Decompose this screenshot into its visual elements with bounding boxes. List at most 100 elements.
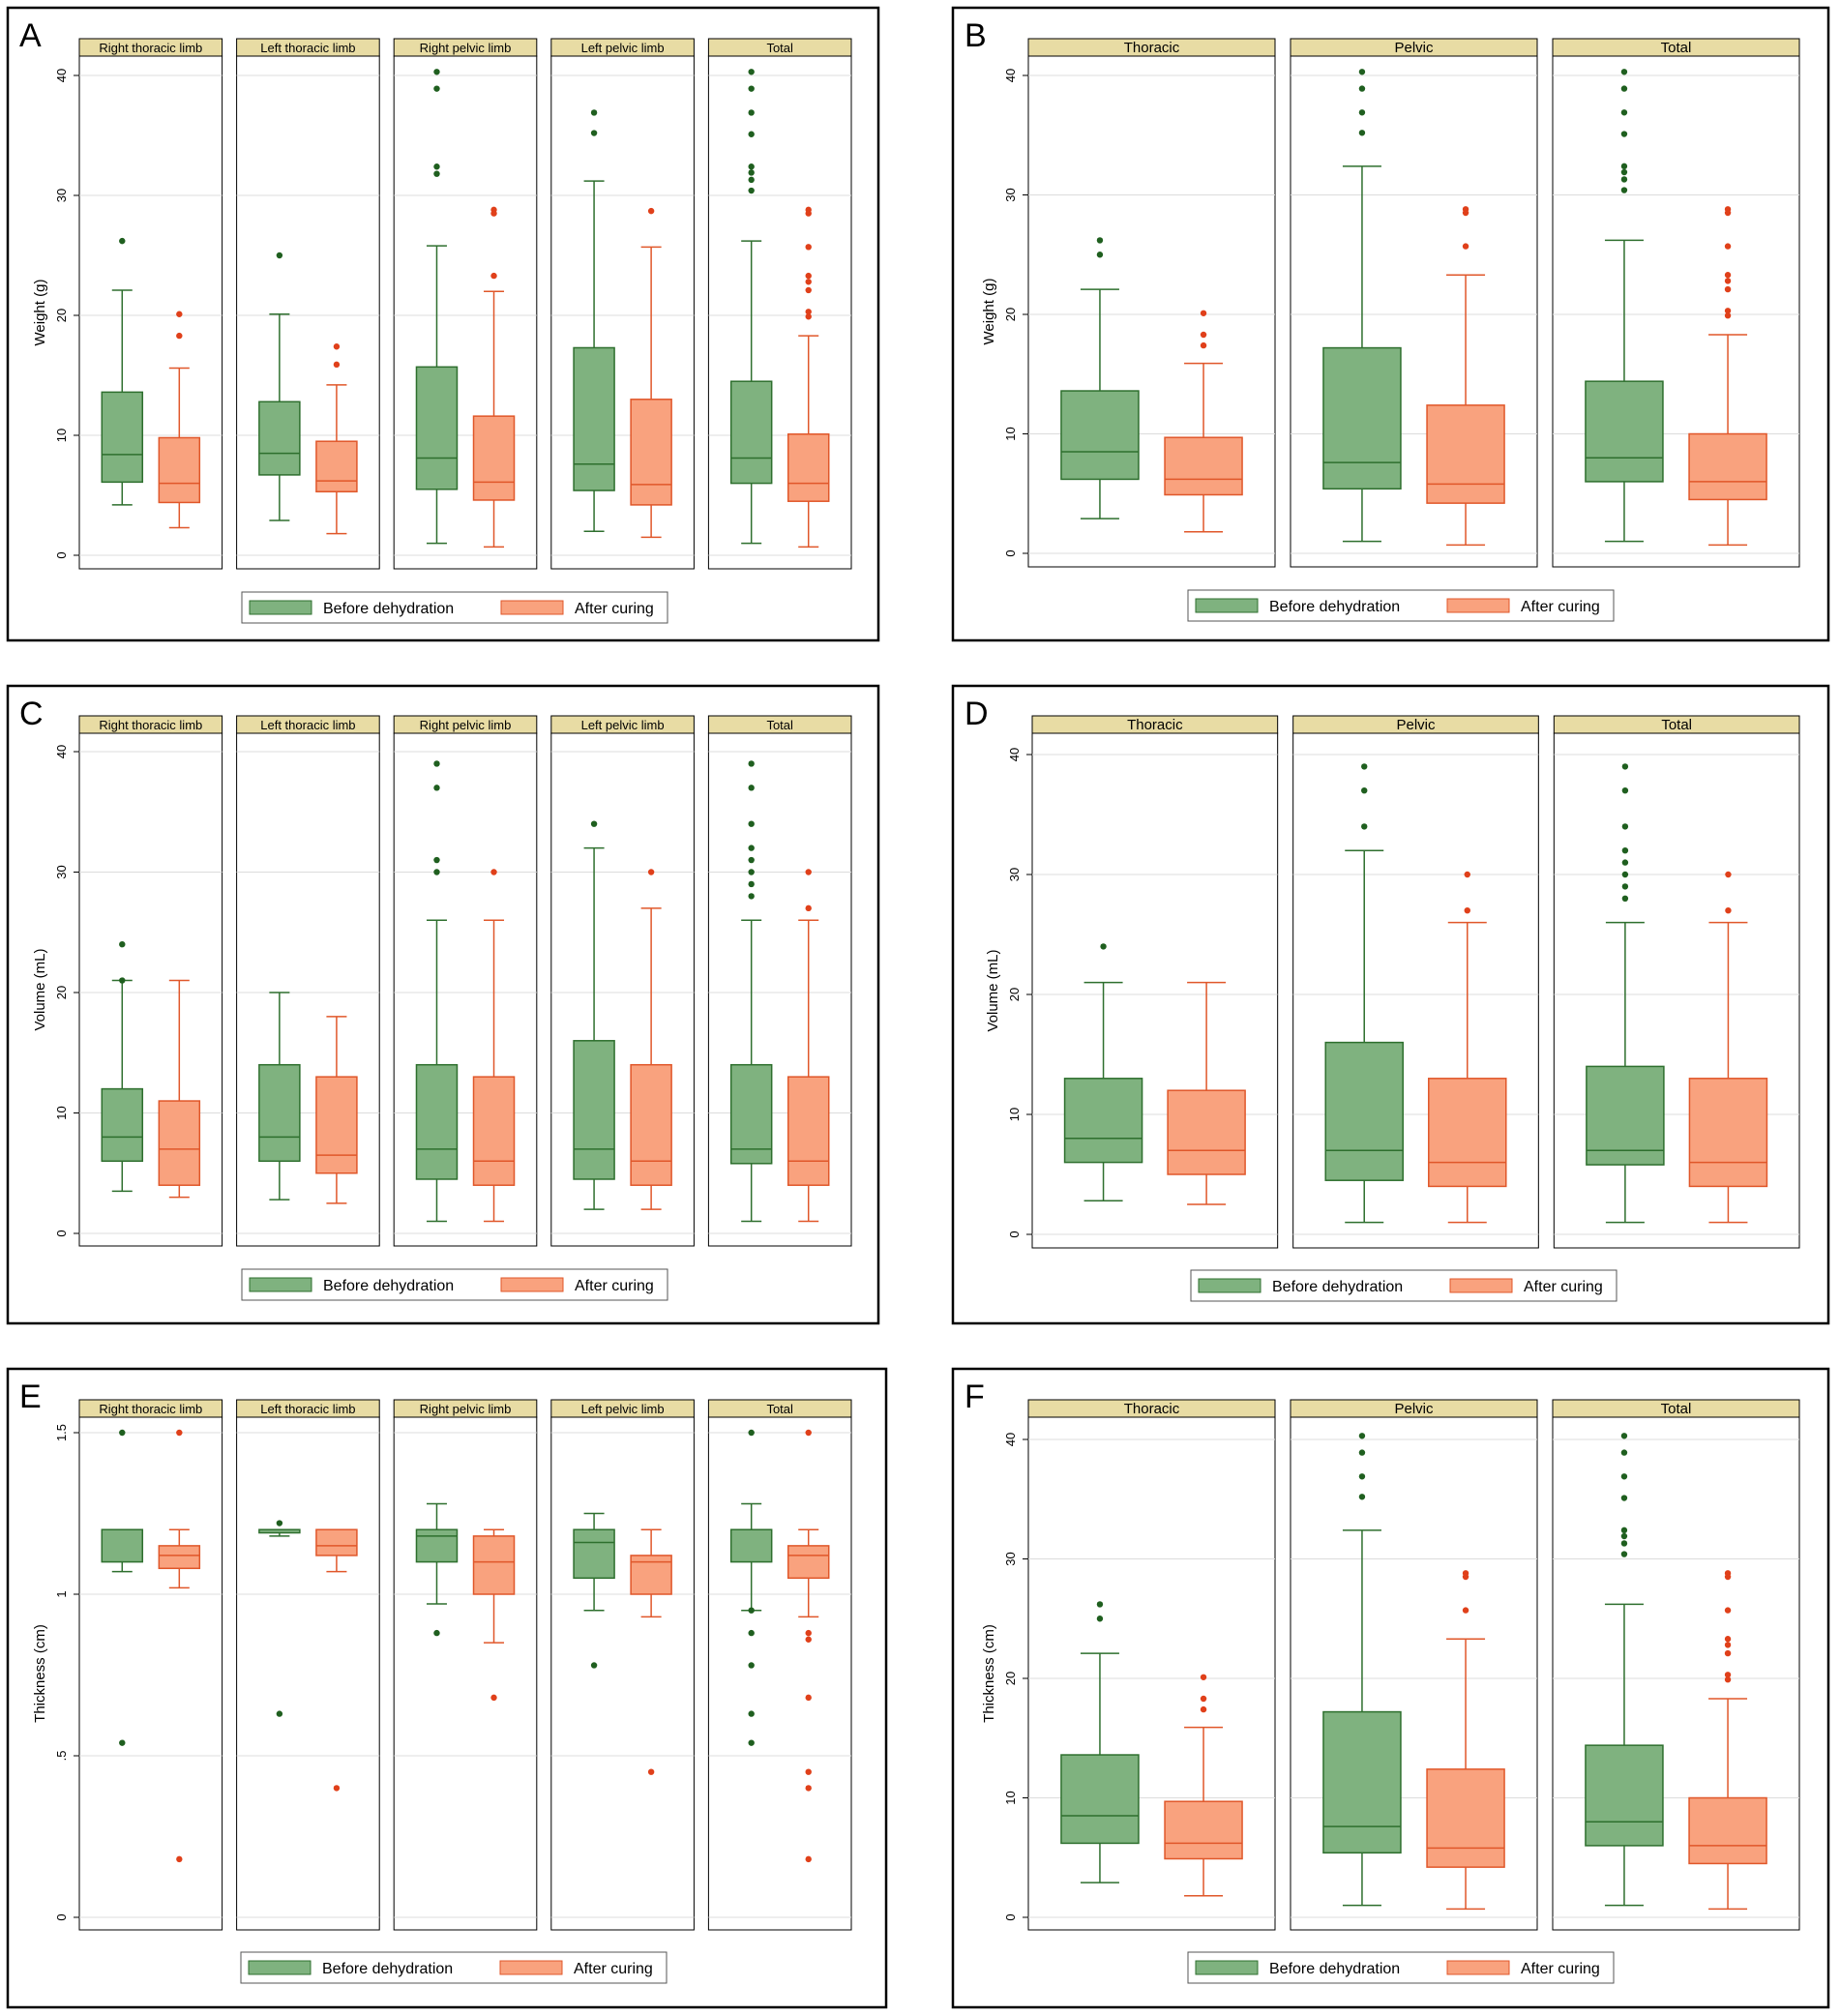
plot-area xyxy=(236,732,380,1247)
outlier-point xyxy=(1724,1607,1732,1614)
y-axis: 0 10 20 30 40 xyxy=(1007,748,1032,1238)
legend-swatch-before xyxy=(249,600,312,615)
outlier-point xyxy=(805,1636,812,1643)
y-tick-label: 0 xyxy=(54,1230,69,1236)
y-tick-label: 40 xyxy=(54,69,69,82)
outlier-point xyxy=(748,1739,755,1746)
outlier-point xyxy=(805,1768,812,1775)
before-box xyxy=(573,109,615,532)
plot-area xyxy=(707,55,852,570)
outlier-point xyxy=(748,69,755,75)
outlier-point xyxy=(748,1662,755,1669)
outlier-point xyxy=(176,1429,183,1437)
outlier-point xyxy=(1200,1705,1207,1713)
outlier-point xyxy=(1620,1551,1628,1557)
legend-label-before: Before dehydration xyxy=(322,1961,453,1977)
facet-panel: Right pelvic limb xyxy=(393,38,538,570)
outlier-point xyxy=(748,176,755,184)
facet-strip-label: Right pelvic limb xyxy=(420,41,512,55)
outlier-point xyxy=(1620,1532,1628,1540)
y-tick-label: 0 xyxy=(1003,1913,1018,1920)
outlier-point xyxy=(119,1429,126,1437)
iqr-box xyxy=(1324,1041,1404,1181)
outlier-point xyxy=(805,869,812,875)
after-box xyxy=(1426,1570,1505,1911)
outlier-point xyxy=(1200,341,1207,349)
outlier-point xyxy=(805,272,812,280)
facet-panel: Right thoracic limb xyxy=(78,1399,223,1931)
iqr-box xyxy=(786,1545,830,1580)
y-tick-label: 0 xyxy=(1007,1230,1022,1237)
outlier-point xyxy=(490,272,497,280)
outlier-point xyxy=(1620,1449,1628,1456)
iqr-box xyxy=(1060,1754,1140,1845)
after-box xyxy=(158,979,201,1199)
plot-area xyxy=(550,1416,695,1931)
after-box xyxy=(472,869,516,1223)
y-tick-label: 0 xyxy=(1003,549,1018,556)
plot-area xyxy=(393,732,538,1247)
iqr-box xyxy=(729,1063,773,1165)
outlier-point xyxy=(805,1629,812,1637)
outlier-point xyxy=(1724,1570,1732,1577)
outlier-point xyxy=(1724,312,1732,319)
outlier-point xyxy=(748,856,755,864)
legend: Before dehydration After curing xyxy=(1190,1269,1617,1302)
facet-strip-label: Left pelvic limb xyxy=(581,41,665,55)
iqr-box xyxy=(472,1535,516,1595)
outlier-point xyxy=(1724,1642,1732,1648)
outlier-point xyxy=(276,1520,283,1527)
outlier-point xyxy=(1724,272,1732,279)
facet-strip-label: Pelvic xyxy=(1396,717,1436,733)
before-box xyxy=(1585,1433,1664,1907)
outlier-point xyxy=(647,1768,655,1775)
iqr-box xyxy=(158,1545,201,1570)
y-tick-label: 20 xyxy=(54,309,69,322)
after-box xyxy=(630,869,672,1210)
outlier-point xyxy=(433,869,440,875)
plot-area xyxy=(78,55,223,570)
outlier-point xyxy=(805,279,812,285)
outlier-point xyxy=(805,313,812,320)
outlier-point xyxy=(1200,1695,1207,1703)
outlier-point xyxy=(748,1710,755,1717)
y-axis: 0 10 20 30 40 xyxy=(54,69,79,559)
facet-strip-label: Total xyxy=(766,41,793,55)
outlier-point xyxy=(805,1785,812,1792)
iqr-box xyxy=(315,1076,358,1174)
outlier-point xyxy=(1724,1636,1732,1643)
outlier-point xyxy=(1462,1570,1469,1577)
iqr-box xyxy=(1164,1800,1243,1860)
after-box xyxy=(1688,1570,1767,1911)
before-box xyxy=(258,1520,301,1717)
outlier-point xyxy=(333,1785,341,1792)
outlier-point xyxy=(1620,163,1628,170)
outlier-point xyxy=(1621,883,1629,890)
outlier-point xyxy=(748,163,755,170)
outlier-point xyxy=(647,869,655,875)
legend-label-before: Before dehydration xyxy=(1269,599,1400,615)
after-box xyxy=(315,1528,358,1792)
y-axis: 0 10 20 30 40 xyxy=(54,745,79,1237)
legend-swatch-after xyxy=(499,1960,563,1975)
outlier-point xyxy=(748,880,755,888)
outlier-point xyxy=(1724,1672,1732,1678)
after-box xyxy=(158,1429,201,1863)
outlier-point xyxy=(1725,907,1732,914)
outlier-point xyxy=(119,1739,126,1746)
y-axis-label: Volume (mL) xyxy=(32,948,48,1030)
panel-letter: A xyxy=(19,17,42,54)
iqr-box xyxy=(415,366,459,490)
y-axis-label: Volume (mL) xyxy=(985,949,1001,1031)
before-box xyxy=(729,760,773,1223)
outlier-point xyxy=(805,244,812,251)
outlier-point xyxy=(805,206,812,214)
outlier-point xyxy=(1621,871,1629,878)
outlier-point xyxy=(748,820,755,827)
outlier-point xyxy=(119,237,126,245)
legend-label-after: After curing xyxy=(1521,599,1600,615)
after-box xyxy=(472,206,516,548)
facet-strip-label: Left pelvic limb xyxy=(581,718,665,732)
facet-panel: Total xyxy=(1552,1399,1800,1931)
outlier-point xyxy=(748,893,755,900)
